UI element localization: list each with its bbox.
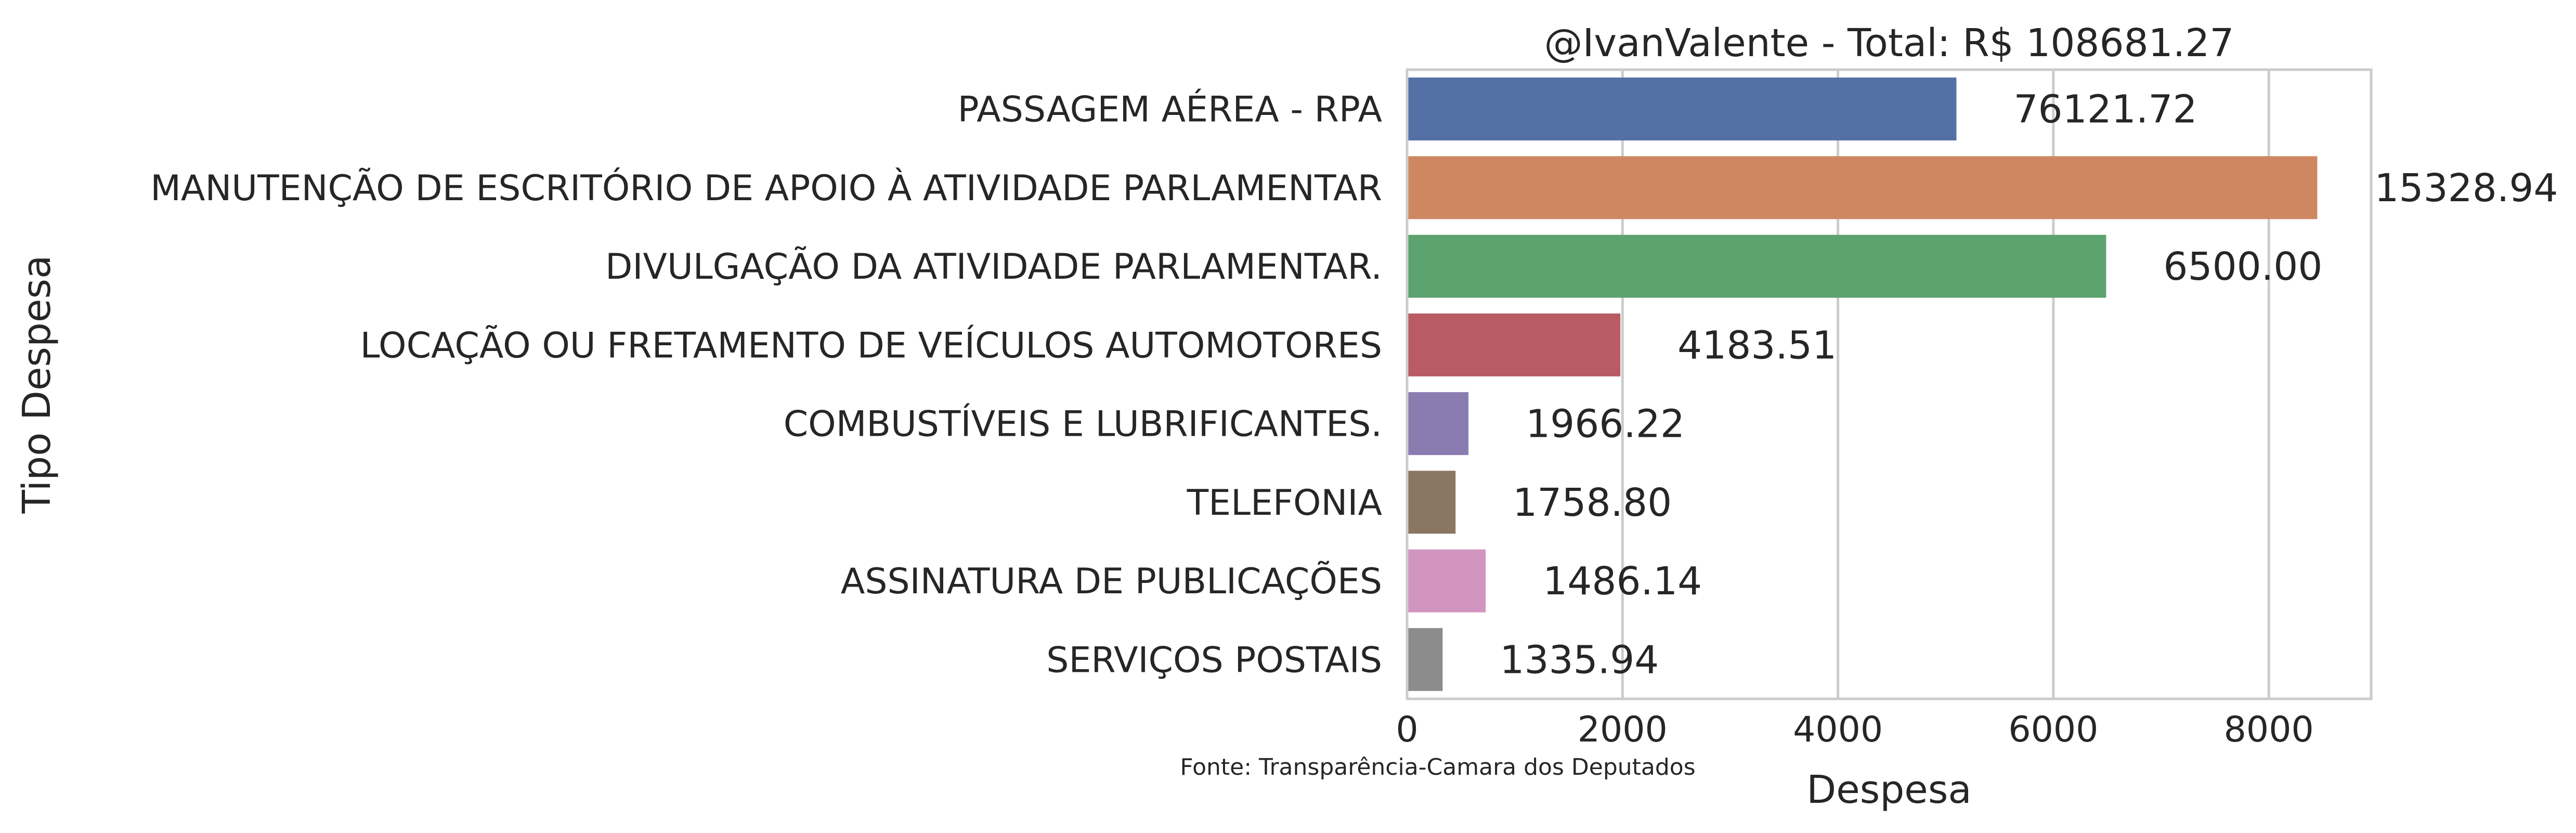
x-tick-label: 2000	[1578, 709, 1668, 750]
category-label: LOCAÇÃO OU FRETAMENTO DE VEÍCULOS AUTOMO…	[360, 324, 1382, 366]
x-tick-label: 8000	[2224, 709, 2314, 750]
bar-value-label: 1966.22	[1526, 402, 1685, 447]
bar	[1407, 77, 1957, 141]
bar-value-label: 1758.80	[1513, 480, 1672, 525]
bar-value-label: 6500.00	[2163, 244, 2322, 289]
x-tick-label: 0	[1396, 709, 1418, 750]
category-label: TELEFONIA	[1187, 483, 1382, 524]
category-label: COMBUSTÍVEIS E LUBRIFICANTES.	[784, 404, 1382, 445]
bar-value-label: 15328.94	[2374, 166, 2558, 211]
category-label: ASSINATURA DE PUBLICAÇÕES	[841, 561, 1382, 602]
bar	[1407, 313, 1621, 376]
bar-value-label: 1486.14	[1543, 559, 1702, 604]
bars	[1407, 77, 2318, 691]
y-axis-label: Tipo Despesa	[15, 255, 59, 514]
bar	[1407, 156, 2318, 219]
chart-title: @IvanValente - Total: R$ 108681.27	[1544, 21, 2234, 66]
category-label: SERVIÇOS POSTAIS	[1046, 640, 1382, 681]
bar	[1407, 549, 1486, 613]
bar	[1407, 235, 2106, 298]
plot-frame	[1406, 68, 2373, 700]
x-tick-label: 4000	[1793, 709, 1883, 750]
x-tick-label: 6000	[2008, 709, 2098, 750]
bar-value-label: 4183.51	[1677, 323, 1837, 368]
bar	[1407, 471, 1456, 534]
x-axis-label: Despesa	[1806, 767, 1971, 812]
category-label: PASSAGEM AÉREA - RPA	[958, 89, 1382, 131]
bar-value-label: 1335.94	[1500, 637, 1659, 682]
category-label: DIVULGAÇÃO DA ATIVIDADE PARLAMENTAR.	[605, 246, 1382, 288]
bar	[1407, 628, 1443, 691]
bar-value-label: 76121.72	[2013, 87, 2197, 132]
category-label: MANUTENÇÃO DE ESCRITÓRIO DE APOIO À ATIV…	[150, 167, 1382, 209]
bar	[1407, 392, 1469, 455]
labels: 0 2000 4000 6000 8000 PASSAGEM AÉREA - RPA 761…	[150, 87, 2558, 750]
source-note: Fonte: Transparência-Camara dos Deputado…	[1180, 754, 1695, 780]
